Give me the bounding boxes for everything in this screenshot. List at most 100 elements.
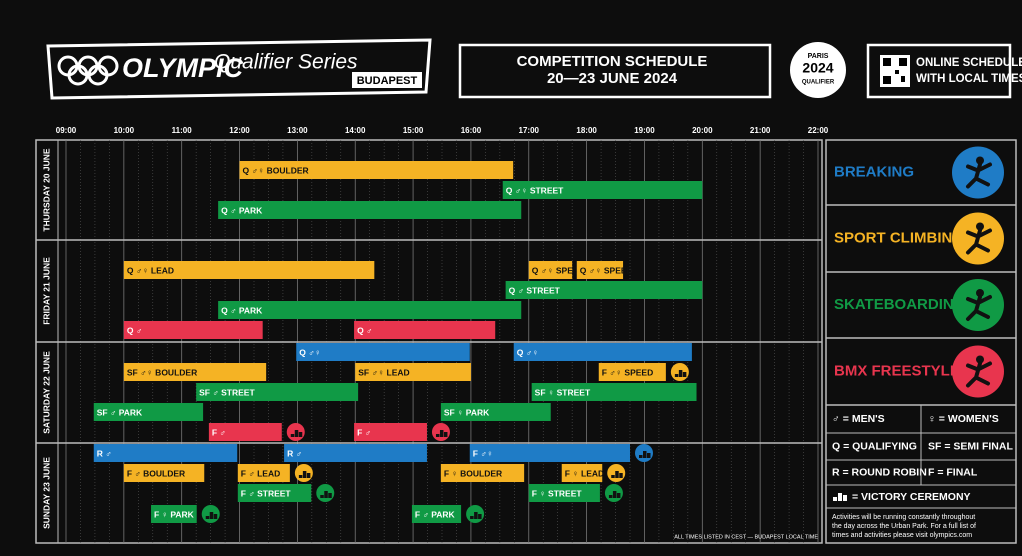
event-bar (440, 464, 525, 482)
sport-icon-body (966, 361, 992, 388)
event-bar (355, 363, 471, 381)
event-label: R ♂ (287, 448, 302, 458)
event-bar (218, 301, 522, 319)
event-label: R ♂ (97, 448, 112, 458)
day-label: SATURDAY 22 JUNE (41, 351, 51, 434)
sport-icon-body (966, 162, 992, 189)
event-label: F ♀ STREET (532, 488, 583, 498)
note-line: the day across the Urban Park. For a ful… (832, 523, 976, 530)
key-entry: ♀ = WOMEN'S (928, 413, 999, 425)
sport-icon-head (976, 289, 984, 297)
event-bar (123, 464, 205, 482)
ceremony-podium (474, 512, 478, 519)
event-bar (561, 464, 603, 482)
ceremony-podium (619, 473, 623, 478)
day-label: THURSDAY 20 JUNE (41, 148, 51, 231)
event-label: Q ♂♀ LEAD (127, 265, 174, 275)
event-bar (528, 261, 573, 279)
x-tick-label: 22:00 (808, 126, 829, 135)
ceremony-podium (674, 374, 679, 377)
event-label: SF ♂ PARK (97, 407, 143, 417)
event-bar (218, 201, 522, 219)
x-tick-label: 15:00 (403, 126, 424, 135)
ceremony-podium (298, 475, 303, 478)
ceremony-key: = VICTORY CEREMONY (852, 491, 971, 503)
x-tick-label: 12:00 (229, 126, 250, 135)
event-label: F ♀ BOULDER (444, 468, 502, 478)
key-entry: Q = QUALIFYING (832, 440, 917, 452)
schedule-dates: 20—23 JUNE 2024 (547, 70, 678, 87)
event-bar (196, 383, 359, 401)
ceremony-key-icon (843, 495, 847, 501)
ceremony-podium (205, 516, 210, 519)
sport-icon-body (966, 228, 992, 255)
ceremony-podium (209, 512, 214, 519)
event-bar (151, 505, 197, 523)
ceremony-key-icon (838, 493, 842, 501)
event-bar (237, 484, 312, 502)
ceremony-podium (443, 432, 448, 437)
event-bar (93, 444, 238, 462)
event-label: F ♀ PARK (154, 509, 195, 519)
ceremony-podium (328, 493, 332, 498)
ceremony-podium (611, 475, 615, 478)
ceremony-podium (290, 434, 295, 437)
event-bar (505, 281, 703, 299)
ceremony-podium (639, 455, 643, 458)
ceremony-podium (294, 430, 299, 437)
event-label: F ♂ (357, 427, 371, 437)
schedule-box (458, 43, 772, 99)
ceremony-podium (616, 493, 621, 498)
ceremony-podium (647, 453, 651, 458)
qr-box[interactable] (866, 43, 1012, 99)
event-bar (354, 321, 496, 339)
event-label: SF ♂♀ LEAD (358, 367, 409, 377)
logo: OLYMPIC Qualifier Series BUDAPEST (46, 38, 432, 100)
ceremony-podium (682, 372, 687, 377)
event-bar (239, 161, 514, 179)
event-label: Q ♂♀ (517, 347, 539, 357)
event-label: Q ♂♀ BOULDER (243, 165, 309, 175)
badge-text: PARIS (808, 53, 829, 60)
x-tick-label: 17:00 (519, 126, 540, 135)
sport-icon-body (966, 295, 992, 321)
qr-code (880, 55, 910, 87)
event-bar (411, 505, 462, 523)
ceremony-podium (478, 514, 482, 519)
event-label: SF ♂♀ BOULDER (127, 367, 197, 377)
ceremony-podium (439, 430, 444, 437)
ceremony-podium (612, 491, 617, 498)
event-bar (440, 403, 551, 421)
ceremony-podium (324, 491, 328, 498)
series-text: Qualifier Series (214, 51, 358, 74)
footer: ALL TIMES LISTED IN CEST — BUDAPEST LOCA… (674, 534, 818, 540)
ceremony-podium (643, 451, 647, 458)
ceremony-podium (608, 495, 613, 498)
key-entry: ♂ = MEN'S (832, 413, 885, 425)
event-bar (93, 403, 204, 421)
event-bar (208, 423, 282, 441)
ceremony-podium (615, 471, 619, 478)
event-label: Q ♂ STREET (509, 285, 561, 295)
x-tick-label: 11:00 (172, 126, 193, 135)
x-tick-label: 14:00 (345, 126, 366, 135)
event-label: SF ♀ PARK (444, 407, 490, 417)
event-bar (598, 363, 666, 381)
key-entry: R = ROUND ROBIN (832, 466, 927, 478)
x-tick-label: 09:00 (56, 126, 77, 135)
note-line: times and activities please visit olympi… (832, 532, 972, 539)
event-bar (576, 261, 624, 279)
x-tick-label: 18:00 (576, 126, 597, 135)
sport-name: BREAKING (834, 163, 914, 180)
event-label: F ♂ (212, 427, 226, 437)
ceremony-podium (470, 516, 474, 519)
ceremony-podium (302, 471, 307, 478)
key-entry: SF = SEMI FINAL (928, 440, 1013, 452)
ceremony-podium (213, 514, 218, 519)
online-text: WITH LOCAL TIMES (916, 73, 1022, 85)
event-label: Q ♂ (127, 325, 142, 335)
event-label: F ♂♀ SPEED (602, 367, 653, 377)
day-label: SUNDAY 23 JUNE (41, 457, 51, 529)
x-tick-label: 19:00 (634, 126, 655, 135)
